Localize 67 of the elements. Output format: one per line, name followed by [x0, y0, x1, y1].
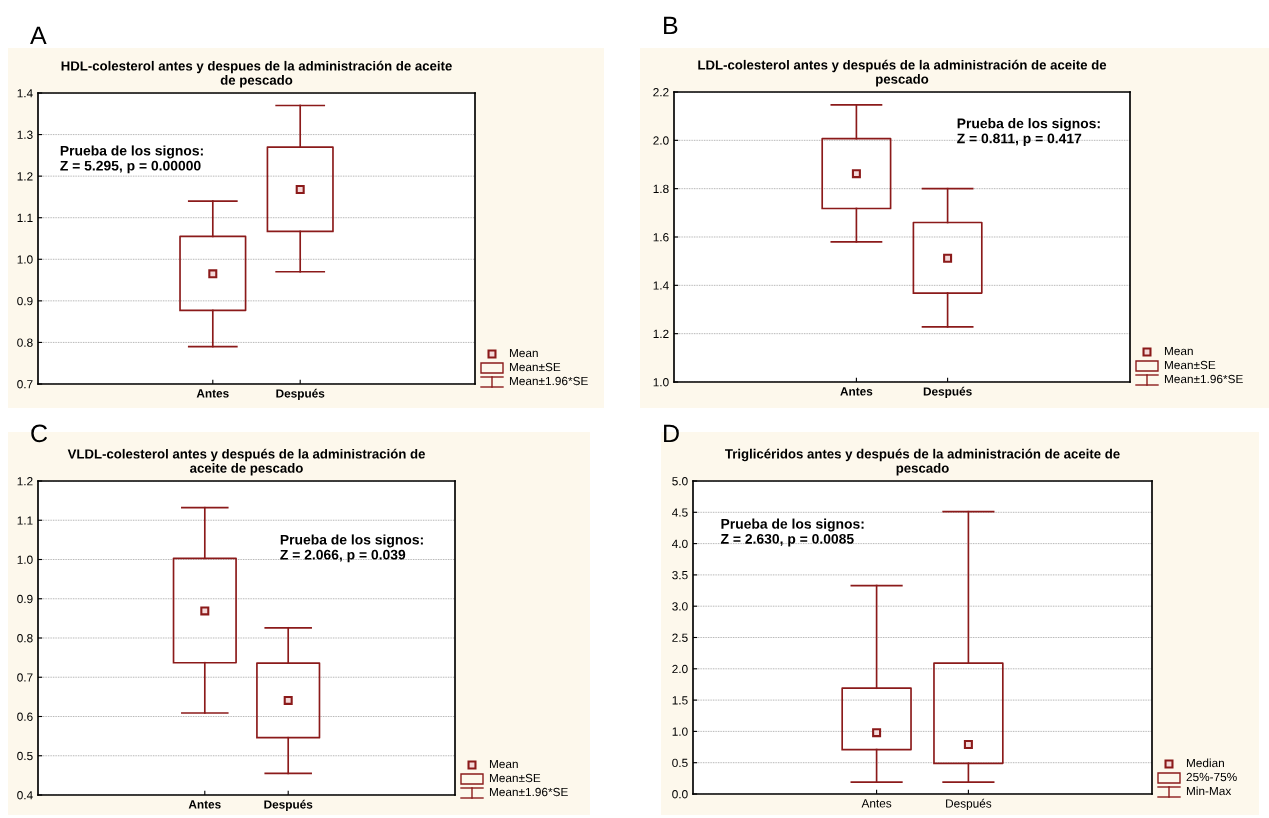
y-tick-label: 0.5	[17, 751, 33, 761]
y-tick-label: 0.8	[17, 634, 33, 643]
x-tick-label: Antes	[861, 799, 892, 808]
y-tick-label: 0.0	[672, 790, 688, 799]
annotation: Prueba de los signos: Z = 5.295, p = 0.00000	[60, 145, 203, 174]
text: Mean±SE	[509, 362, 561, 372]
text: B	[664, 16, 678, 34]
y-tick-label: 1.2	[17, 172, 33, 181]
y-tick-label: 3.5	[672, 570, 688, 580]
y-tick-label: 0.8	[17, 338, 33, 347]
text: Mean	[509, 348, 538, 358]
y-tick-label: 1.0	[17, 555, 33, 564]
text: Median	[1186, 758, 1224, 768]
text: Min-Max	[1186, 786, 1232, 796]
y-tick-label: 1.1	[17, 516, 33, 525]
y-tick-label: 0.7	[17, 380, 33, 389]
y-tick-label: 1.2	[17, 477, 33, 486]
chart-title: VLDL-colesterol antes y después de la administración de aceite de pescado	[67, 448, 425, 476]
y-tick-label: 2.2	[653, 88, 669, 97]
x-tick-label: Después	[276, 388, 325, 400]
x-tick-label: Después	[264, 799, 313, 811]
y-tick-label: 2.0	[672, 664, 688, 674]
x-tick-label: Antes	[840, 387, 873, 396]
text: Mean	[489, 759, 518, 769]
y-tick-label: 0.5	[672, 758, 688, 768]
y-tick-label: 1.3	[17, 130, 33, 139]
annotation: Prueba de los signos: Z = 2.630, p = 0.0085	[720, 518, 864, 547]
text: Mean±1.96*SE	[1164, 374, 1243, 384]
chart-title: Triglicéridos antes y después de la administración de aceite de pescado	[725, 448, 1120, 476]
text: Mean±1.96*SE	[509, 376, 588, 386]
y-tick-label: 1.1	[17, 213, 33, 222]
chart-title: HDL-colesterol antes y despues de la administración de aceite de pescado	[61, 60, 452, 88]
text: Mean±SE	[489, 773, 541, 783]
y-tick-label: 1.4	[653, 281, 669, 290]
y-tick-label: 0.9	[17, 296, 33, 306]
y-tick-label: 5.0	[672, 477, 688, 486]
text: Mean±SE	[1164, 360, 1216, 370]
y-tick-label: 4.0	[672, 539, 688, 548]
text: A	[30, 26, 47, 44]
y-tick-label: 0.4	[17, 791, 33, 800]
y-tick-label: 1.0	[17, 255, 33, 264]
x-tick-label: Antes	[188, 800, 221, 809]
y-tick-label: 2.0	[653, 136, 669, 145]
y-tick-label: 1.6	[653, 233, 669, 242]
y-tick-label: 1.2	[653, 329, 669, 338]
text: 25%-75%	[1186, 772, 1237, 782]
text: Mean±1.96*SE	[489, 787, 568, 797]
y-tick-label: 1.4	[17, 89, 33, 98]
y-tick-label: 3.0	[672, 602, 688, 611]
chart-title: LDL-colesterol antes y después de la administración de aceite de pescado	[698, 59, 1107, 87]
y-tick-label: 0.6	[17, 712, 33, 721]
y-tick-label: 1.5	[672, 696, 688, 705]
y-tick-label: 1.0	[672, 727, 688, 736]
x-tick-label: Después	[946, 798, 992, 810]
y-tick-label: 0.7	[17, 673, 33, 682]
y-tick-label: 2.5	[672, 633, 688, 642]
text: Mean	[1164, 346, 1193, 356]
y-tick-label: 1.0	[653, 378, 669, 387]
annotation: Prueba de los signos: Z = 0.811, p = 0.417	[957, 118, 1100, 147]
y-tick-label: 4.5	[672, 508, 688, 517]
y-tick-label: 1.8	[653, 184, 669, 194]
x-tick-label: Después	[923, 386, 972, 398]
text: D	[664, 424, 679, 442]
x-tick-label: Antes	[196, 389, 229, 398]
text: C	[31, 424, 48, 443]
y-tick-label: 0.9	[17, 594, 33, 604]
annotation: Prueba de los signos: Z = 2.066, p = 0.039	[280, 534, 423, 563]
